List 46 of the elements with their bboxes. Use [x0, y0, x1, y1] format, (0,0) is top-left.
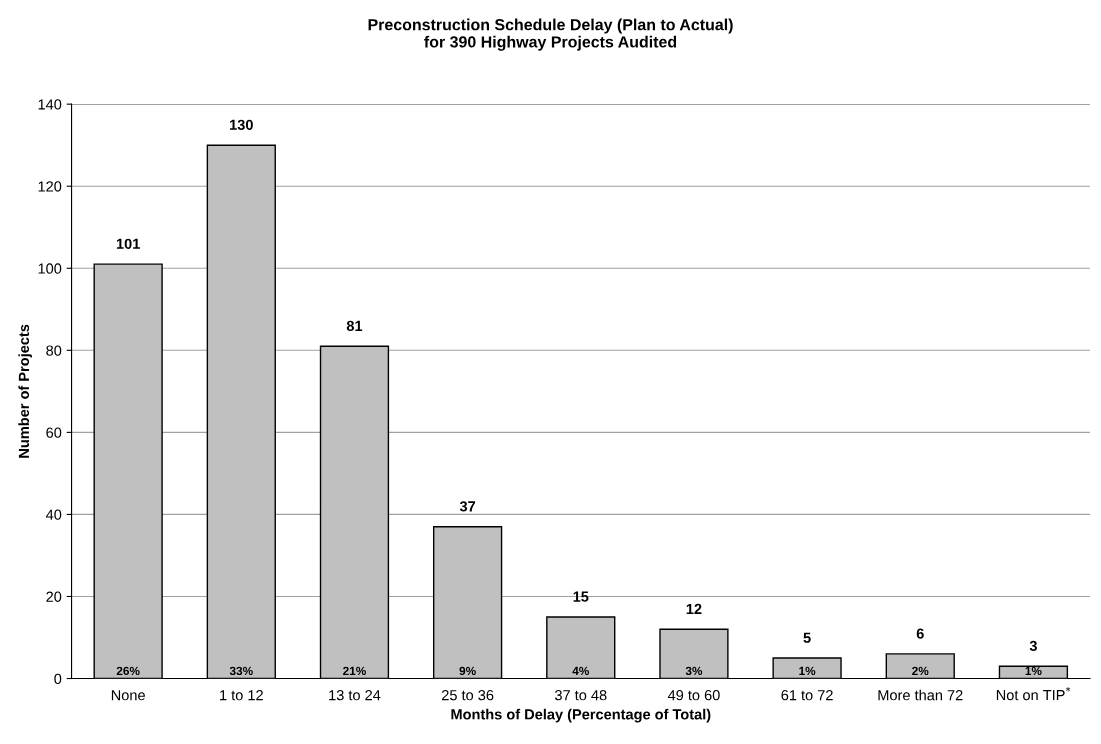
bar: [885, 653, 955, 679]
x-axis-title: Months of Delay (Percentage of Total): [451, 708, 711, 723]
x-tick-label: 37 to 48: [554, 690, 607, 701]
x-tick-label: None: [111, 690, 145, 701]
data-label: 3: [1029, 640, 1037, 652]
annotation: 3%: [685, 666, 703, 676]
annotation: 4%: [572, 666, 589, 676]
bar: [772, 657, 842, 679]
y-axis-title: Number of Projects: [18, 324, 32, 458]
bar: [319, 345, 390, 679]
x-tick-label: 1 to 12: [220, 690, 263, 701]
annotation: 21%: [343, 666, 366, 676]
x-tick-label: 49 to 60: [667, 690, 720, 701]
x-tick-label: More than 72: [878, 689, 963, 701]
y-tick-label: 120: [38, 181, 62, 192]
x-tick-label: 25 to 36: [442, 690, 494, 701]
bar: [93, 263, 163, 679]
bar: [546, 616, 616, 679]
y-tick-label: 60: [46, 427, 62, 438]
x-tick-label: 61 to 72: [781, 690, 833, 701]
data-label: 5: [803, 632, 811, 643]
y-tick-label: 100: [38, 263, 62, 274]
y-tick-label: 0: [54, 673, 62, 684]
x-tick-label: 13 to 24: [329, 690, 381, 701]
y-tick-label: 140: [38, 99, 62, 110]
bar: [659, 628, 729, 679]
data-label: 130: [230, 119, 253, 131]
annotation: 1%: [1025, 666, 1042, 676]
data-label: 81: [346, 320, 363, 332]
y-tick-label: 20: [46, 591, 62, 602]
data-label: 15: [573, 591, 589, 602]
annotation: 9%: [459, 666, 476, 676]
x-tick-label: Not on TIP$^{*}$: [996, 686, 1071, 701]
data-label: 37: [459, 501, 476, 512]
annotation: 26%: [116, 666, 140, 676]
y-tick-label: 40: [45, 509, 62, 520]
annotation: 1%: [799, 666, 816, 676]
bar: [206, 144, 276, 679]
data-label: 6: [916, 628, 924, 639]
annotation: 33%: [229, 666, 253, 676]
y-tick-label: 80: [46, 345, 62, 356]
annotation: 2%: [912, 666, 929, 676]
chart-title: Preconstruction Schedule Delay (Plan to Actual) for 390 Highway Projects Audited: [368, 18, 733, 51]
data-label: 12: [686, 603, 702, 614]
bar: [432, 526, 503, 679]
data-label: 101: [116, 238, 140, 249]
